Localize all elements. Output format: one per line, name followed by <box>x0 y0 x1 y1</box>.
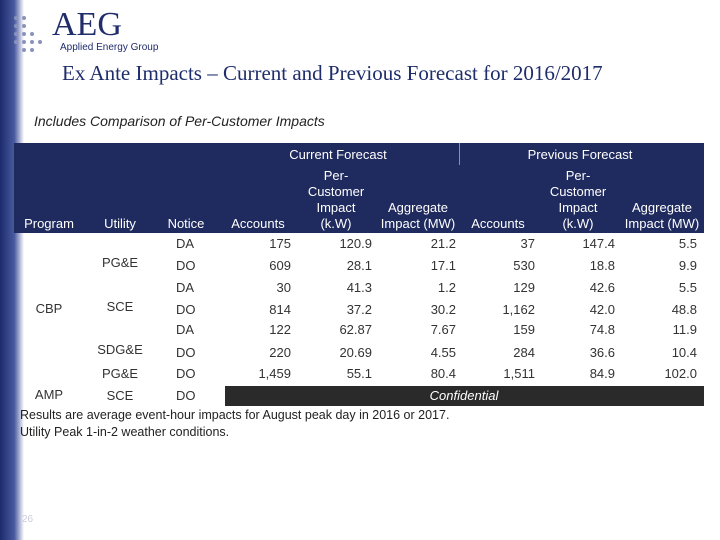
cell-value: 159 <box>513 322 535 337</box>
cell-value: 42.6 <box>589 280 615 295</box>
footnote: Utility Peak 1-in-2 weather conditions. <box>20 425 230 439</box>
notice: DO <box>176 345 196 360</box>
subtitle: Includes Comparison of Per-Customer Impa… <box>34 113 325 129</box>
header-divider <box>459 143 460 165</box>
utility: SDG&E <box>97 341 143 357</box>
footnote: Results are average event-hour impacts f… <box>20 408 450 422</box>
cell-value: 530 <box>513 258 535 273</box>
cell-value: 48.8 <box>671 302 697 317</box>
cell-value: 814 <box>269 302 291 317</box>
cell-value: 9.9 <box>678 258 697 273</box>
cell-value: 5.5 <box>678 280 697 295</box>
confidential-bar <box>225 386 704 406</box>
cell-value: 20.69 <box>339 345 372 360</box>
cell-value: 30 <box>276 280 291 295</box>
group-header: Previous Forecast <box>527 147 633 162</box>
cell-value: 1,511 <box>503 366 535 381</box>
cell-value: 129 <box>513 280 535 295</box>
cell-value: 122 <box>269 322 291 337</box>
notice: DA <box>176 280 195 295</box>
cell-value: 55.1 <box>346 366 372 381</box>
cell-value: 62.87 <box>339 322 372 337</box>
column-header: Accounts <box>471 216 525 231</box>
cell-value: 37.2 <box>346 302 372 317</box>
cell-value: 11.9 <box>672 322 697 337</box>
cell-value: 7.67 <box>430 322 456 337</box>
notice: DO <box>176 388 196 403</box>
column-header: Accounts <box>231 216 285 231</box>
cell-value: 84.9 <box>589 366 615 381</box>
cell-value: 37 <box>520 236 535 251</box>
column-header: Aggregate Impact (MW) <box>624 200 700 231</box>
notice: DO <box>176 366 196 381</box>
confidential-label: Confidential <box>429 388 499 403</box>
utility: SCE <box>106 299 134 314</box>
cell-value: 1.2 <box>437 280 456 295</box>
cell-value: 175 <box>269 236 291 251</box>
group-header: Current Forecast <box>289 147 387 162</box>
cell-value: 4.55 <box>430 345 456 360</box>
cell-value: 5.5 <box>678 236 697 251</box>
notice: DO <box>176 302 196 317</box>
cell-value: 120.9 <box>339 236 372 251</box>
column-header: Per-Customer Impact (k.W) <box>307 168 365 231</box>
utility: SCE <box>106 388 134 403</box>
logo-dots <box>14 16 42 52</box>
cell-value: 30.2 <box>430 302 456 317</box>
cell-value: 18.8 <box>589 258 615 273</box>
side-bar <box>0 0 24 540</box>
cell-value: 41.3 <box>346 280 372 295</box>
cell-value: 42.0 <box>589 302 615 317</box>
logo-name: AEG <box>52 6 122 43</box>
notice: DO <box>176 258 196 273</box>
cell-value: 74.8 <box>589 322 615 337</box>
logo-tagline: Applied Energy Group <box>60 42 159 53</box>
column-header: Program <box>24 216 74 231</box>
notice: DA <box>176 236 195 251</box>
column-header: Utility <box>104 216 136 231</box>
cell-value: 609 <box>269 258 291 273</box>
cell-value: 1,459 <box>258 366 291 381</box>
cell-value: 28.1 <box>346 258 372 273</box>
utility: PG&E <box>101 255 139 270</box>
notice: DA <box>176 322 195 337</box>
cell-value: 10.4 <box>671 345 697 360</box>
page-number: 26 <box>22 514 34 525</box>
cell-value: 147.4 <box>582 236 615 251</box>
utility: PG&E <box>101 366 139 381</box>
cell-value: 1,162 <box>502 302 535 317</box>
title: Ex Ante Impacts – Current and Previous F… <box>62 61 603 85</box>
cell-value: 102.0 <box>664 366 697 381</box>
cell-value: 17.1 <box>430 258 456 273</box>
column-header: Notice <box>167 216 205 231</box>
column-header: Per-Customer Impact (k.W) <box>549 168 607 231</box>
cell-value: 284 <box>513 345 535 360</box>
cell-value: 21.2 <box>430 236 456 251</box>
program: AMP <box>34 387 64 402</box>
cell-value: 220 <box>269 345 291 360</box>
program: CBP <box>35 300 63 316</box>
cell-value: 80.4 <box>430 366 456 381</box>
table-header <box>14 143 704 233</box>
column-header: Aggregate Impact (MW) <box>380 200 456 231</box>
cell-value: 36.6 <box>589 345 615 360</box>
